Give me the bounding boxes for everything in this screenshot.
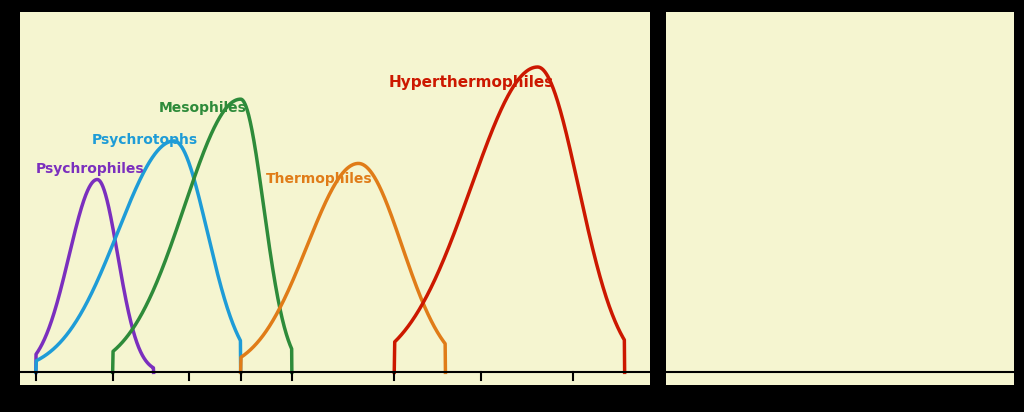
Text: Psychrotophs: Psychrotophs <box>92 133 199 147</box>
Text: Mesophiles: Mesophiles <box>159 101 247 115</box>
Text: Hyperthermophiles: Hyperthermophiles <box>389 75 554 89</box>
Text: Psychrophiles: Psychrophiles <box>36 162 144 176</box>
Text: Thermophiles: Thermophiles <box>266 172 373 186</box>
